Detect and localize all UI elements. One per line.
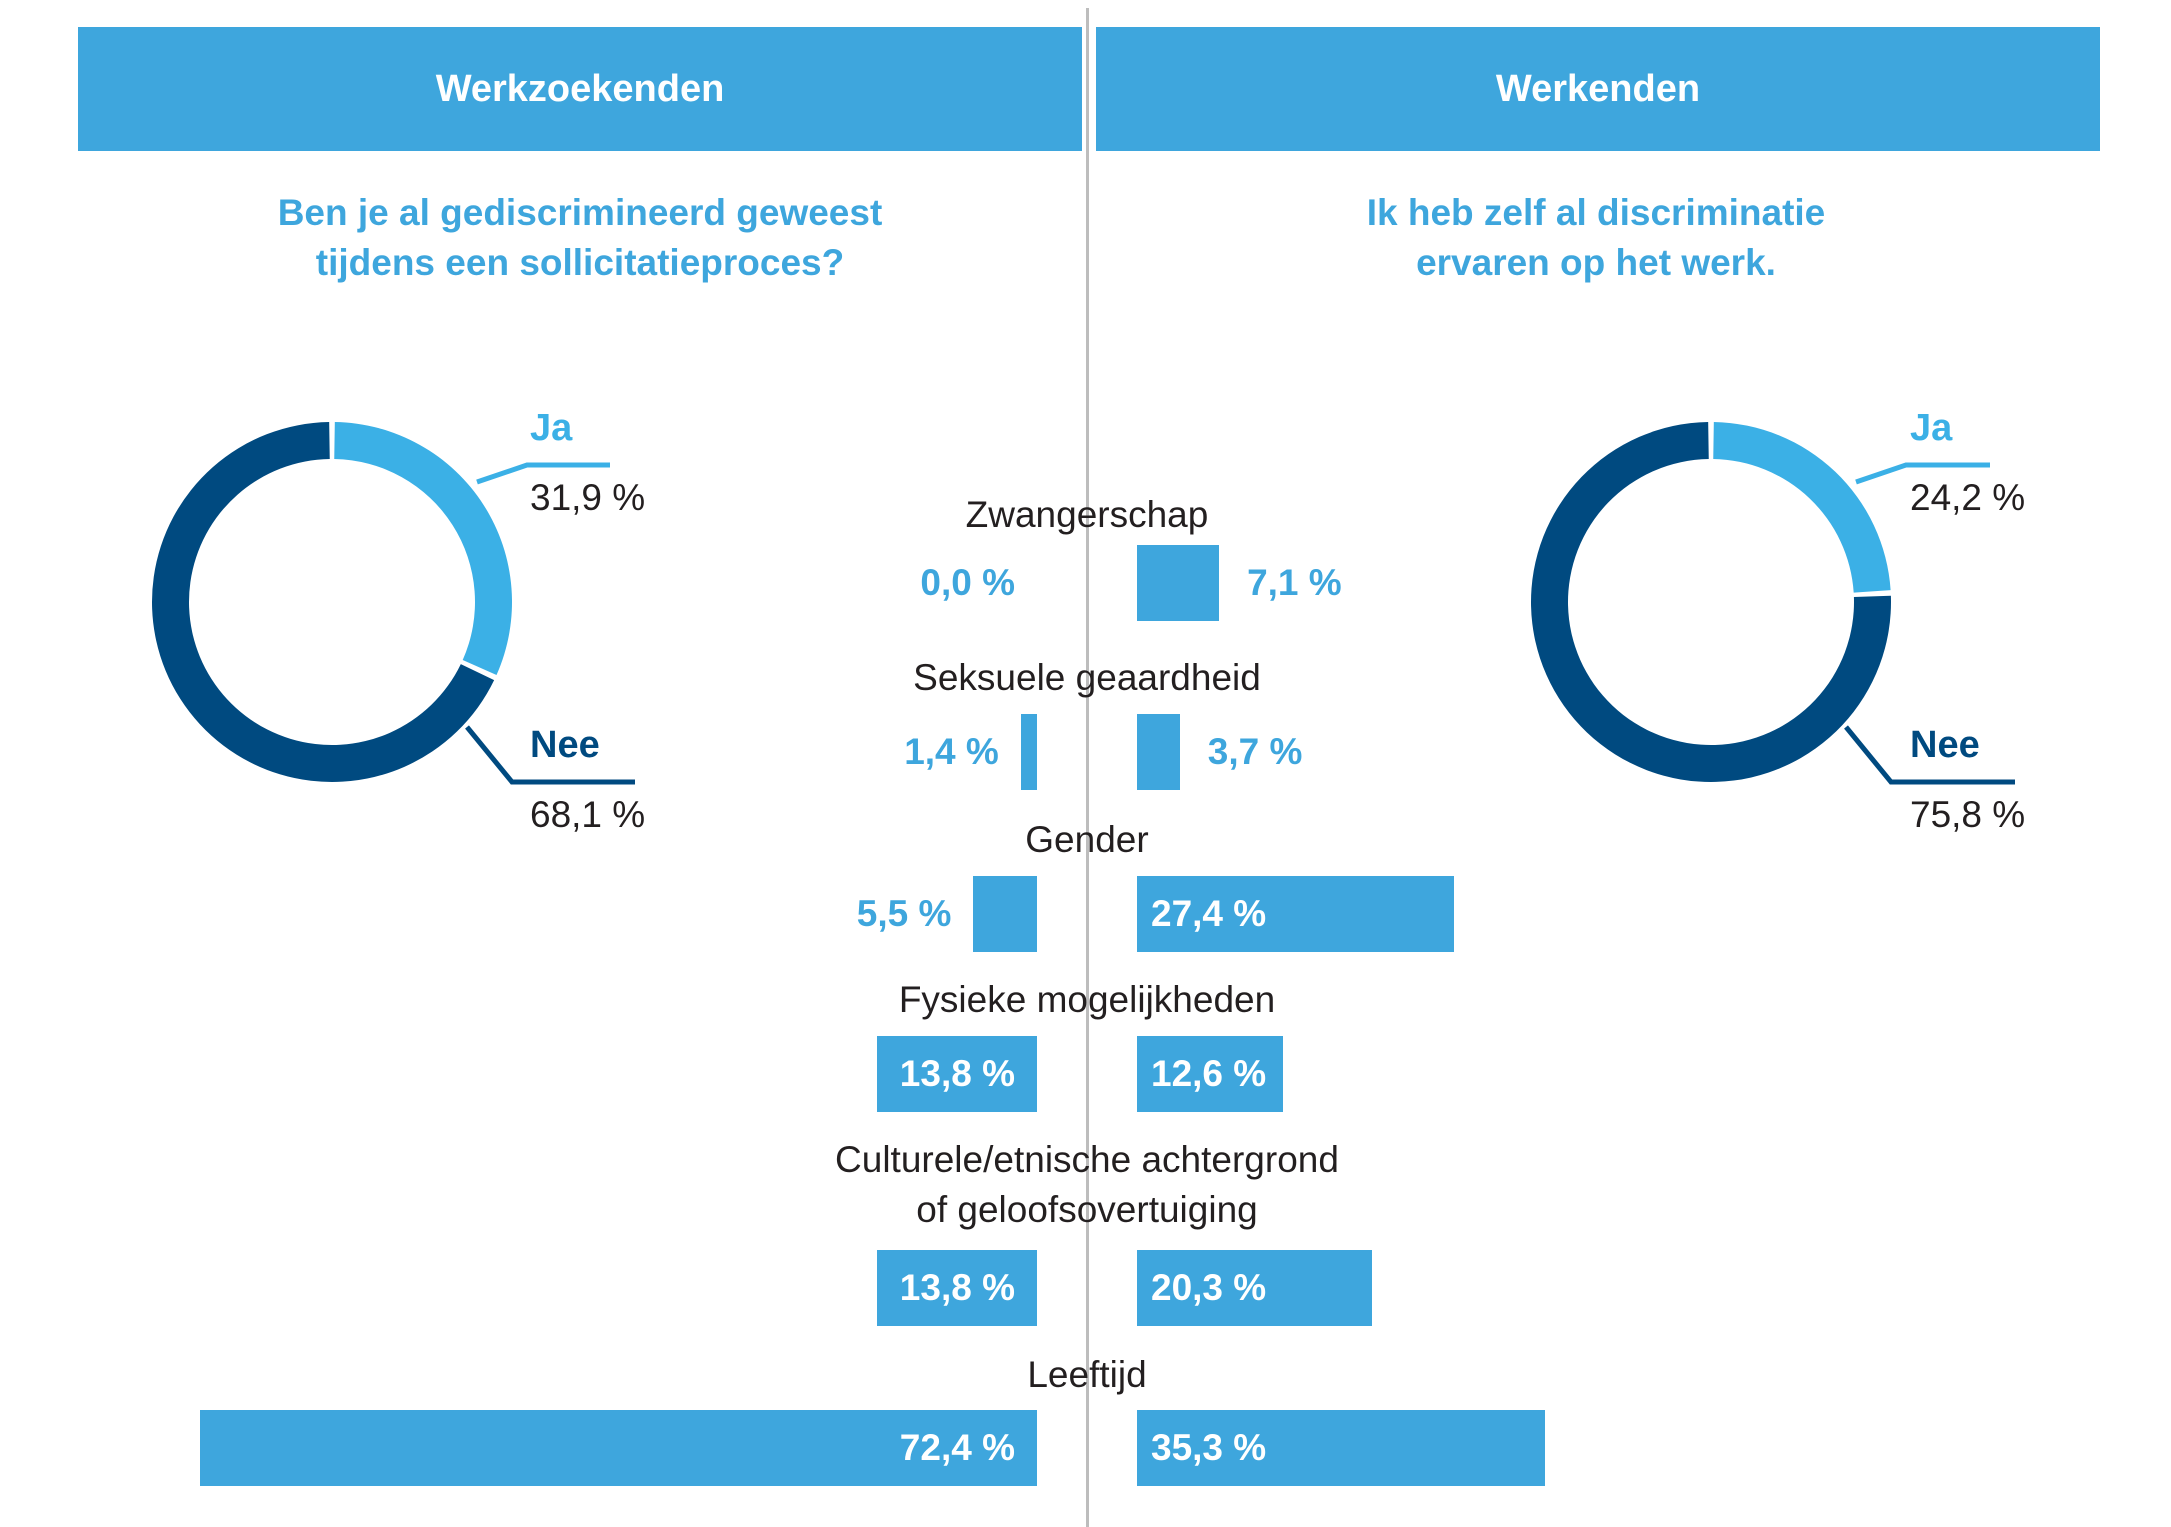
bar-werkenden [1137,1250,1372,1326]
donut-value-nee: 68,1 % [530,794,646,835]
question-werkenden: Ik heb zelf al discriminatie ervaren op … [1366,192,1826,283]
bar-werkzoekenden [200,1410,1037,1486]
leader-line-ja [1855,462,1990,485]
header-werkzoekenden-title: Werkzoekenden [435,67,725,110]
bar-werkzoekenden [973,876,1037,952]
donut-slice-ja [334,422,512,676]
donut-label-nee: Nee [1910,724,1980,766]
header-werkzoekenden: Werkzoekenden [78,27,1082,151]
bar-value-label: 3,7 % [1207,731,1303,772]
category-label: Leeftijd [1027,1354,1147,1395]
bar-value-label: 13,8 % [899,1053,1015,1094]
category-label: Seksuele geaardheid [913,657,1261,698]
category-label: Gender [1025,819,1149,860]
header-werkenden: Werkenden [1096,27,2100,151]
bar-werkenden [1137,1036,1283,1112]
bar-value-label: 20,3 % [1151,1267,1267,1308]
question-werkzoekenden: Ben je al gediscrimineerd geweest tijden… [277,192,883,283]
bar-werkenden [1137,876,1454,952]
bar-value-label: 35,3 % [1151,1427,1267,1468]
donut-label-ja: Ja [1910,407,1953,449]
bar-value-label: 12,6 % [1151,1053,1267,1094]
category-label: Fysieke mogelijkheden [898,979,1276,1020]
bar-value-label: 27,4 % [1151,893,1267,934]
leader-line-ja [476,462,610,485]
leader-line-nee [465,725,635,785]
bar-werkzoekenden [877,1250,1037,1326]
bar-werkzoekenden [1020,714,1037,790]
bar-value-label: 72,4 % [899,1427,1015,1468]
bar-value-label: 5,5 % [856,893,952,934]
bar-value-label: 1,4 % [904,731,999,772]
bar-werkzoekenden [877,1036,1037,1112]
bar-werkenden [1137,1410,1546,1486]
bar-value-label: 13,8 % [899,1267,1015,1308]
donut-slice-ja [1713,422,1891,593]
bar-value-label: 7,1 % [1247,562,1342,603]
header-werkenden-title: Werkenden [1495,67,1701,110]
bar-werkenden [1137,545,1220,621]
donut-value-ja: 24,2 % [1910,477,2026,518]
category-label: Culturele/etnische achtergrond of geloof… [835,1139,1339,1230]
bar-value-label: 0,0 % [920,562,1015,603]
donut-label-ja: Ja [530,407,573,449]
category-label: Zwangerschap [965,494,1209,535]
leader-line-nee [1844,725,2015,785]
donut-label-nee: Nee [530,724,600,766]
center-divider [1086,8,1089,1527]
donut-value-ja: 31,9 % [530,477,646,518]
bar-werkenden [1137,714,1180,790]
donut-value-nee: 75,8 % [1910,794,2026,835]
